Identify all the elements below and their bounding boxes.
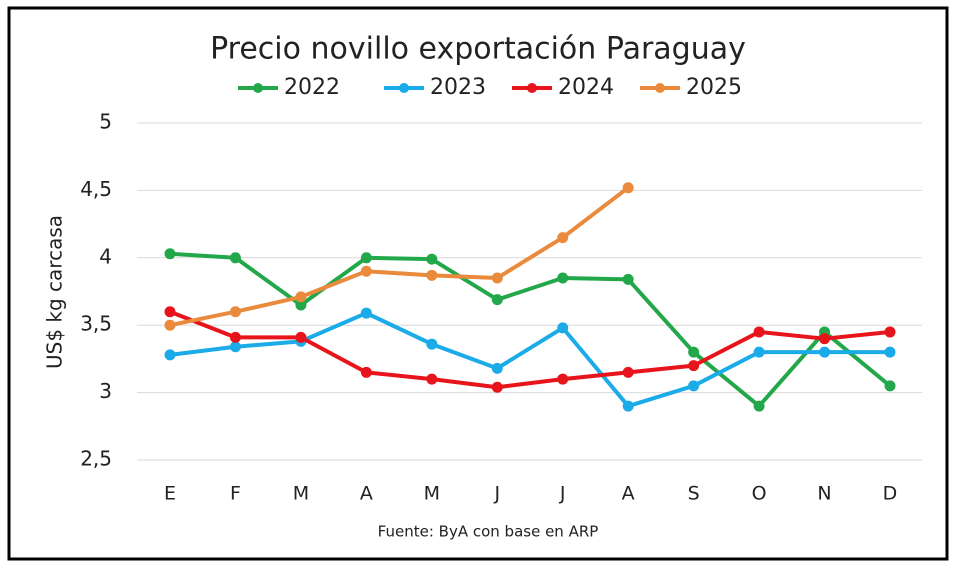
data-point [557,272,569,284]
legend-label: 2022 [284,75,340,100]
data-point [164,319,176,331]
data-point [426,373,438,385]
data-point [753,346,765,358]
data-point [229,252,241,264]
y-axis-label: US$ kg carcasa [43,215,67,369]
data-point [229,341,241,353]
x-tick-label: M [424,483,440,505]
x-tick-label: A [360,483,373,505]
data-point [557,232,569,244]
y-tick-label: 3 [99,379,112,403]
data-point [622,366,634,378]
x-tick-label: D [883,483,898,505]
series-line [169,311,890,409]
legend-label: 2025 [686,75,742,100]
data-point [688,346,700,358]
legend-marker [527,83,537,93]
data-point [753,326,765,338]
data-point [884,346,896,358]
data-point [229,306,241,318]
data-point [884,326,896,338]
x-tick-label: J [493,483,500,505]
series-line [169,251,892,409]
series-line [169,186,630,328]
x-tick-label: E [164,483,176,505]
data-point [688,380,700,392]
y-tick-label: 4,5 [80,177,112,201]
legend-marker [253,83,263,93]
y-tick-label: 4 [99,244,112,268]
data-point [360,265,372,277]
data-point [295,331,307,343]
x-tick-label: A [622,483,635,505]
data-point [164,248,176,260]
data-point [819,333,831,345]
data-point [426,338,438,350]
frame [7,6,949,561]
data-point [295,299,307,311]
data-point [491,381,503,393]
legend-label: 2024 [558,75,614,100]
data-point [884,380,896,392]
y-tick-label: 3,5 [80,312,112,336]
y-tick-label: 5 [99,110,112,134]
x-tick-label: F [230,483,241,505]
data-point [295,291,307,303]
data-point [622,400,634,412]
data-point [491,362,503,374]
series-line [169,309,891,390]
y-tick-label: 2,5 [80,447,112,471]
data-point [491,294,503,306]
data-point [360,252,372,264]
data-point [164,306,176,318]
x-tick-label: M [293,483,309,505]
data-point [426,269,438,281]
data-point [360,307,372,319]
data-point [557,322,569,334]
data-point [688,360,700,372]
data-point [491,272,503,284]
data-point [819,346,831,358]
legend-label: 2023 [430,75,486,100]
data-point [622,273,634,285]
x-tick-label: N [817,483,831,505]
data-point [557,373,569,385]
data-point [164,349,176,361]
legend-marker [655,83,665,93]
data-point [360,366,372,378]
legend-marker [399,83,409,93]
data-point [753,400,765,412]
chart-title: Precio novillo exportación Paraguay [210,32,746,67]
x-tick-label: J [559,483,566,505]
source: Fuente: ByA con base en ARP [378,523,599,541]
x-tick-label: S [688,483,700,505]
data-point [622,182,634,194]
data-point [426,253,438,265]
data-point [229,331,241,343]
x-tick-label: O [752,483,767,505]
